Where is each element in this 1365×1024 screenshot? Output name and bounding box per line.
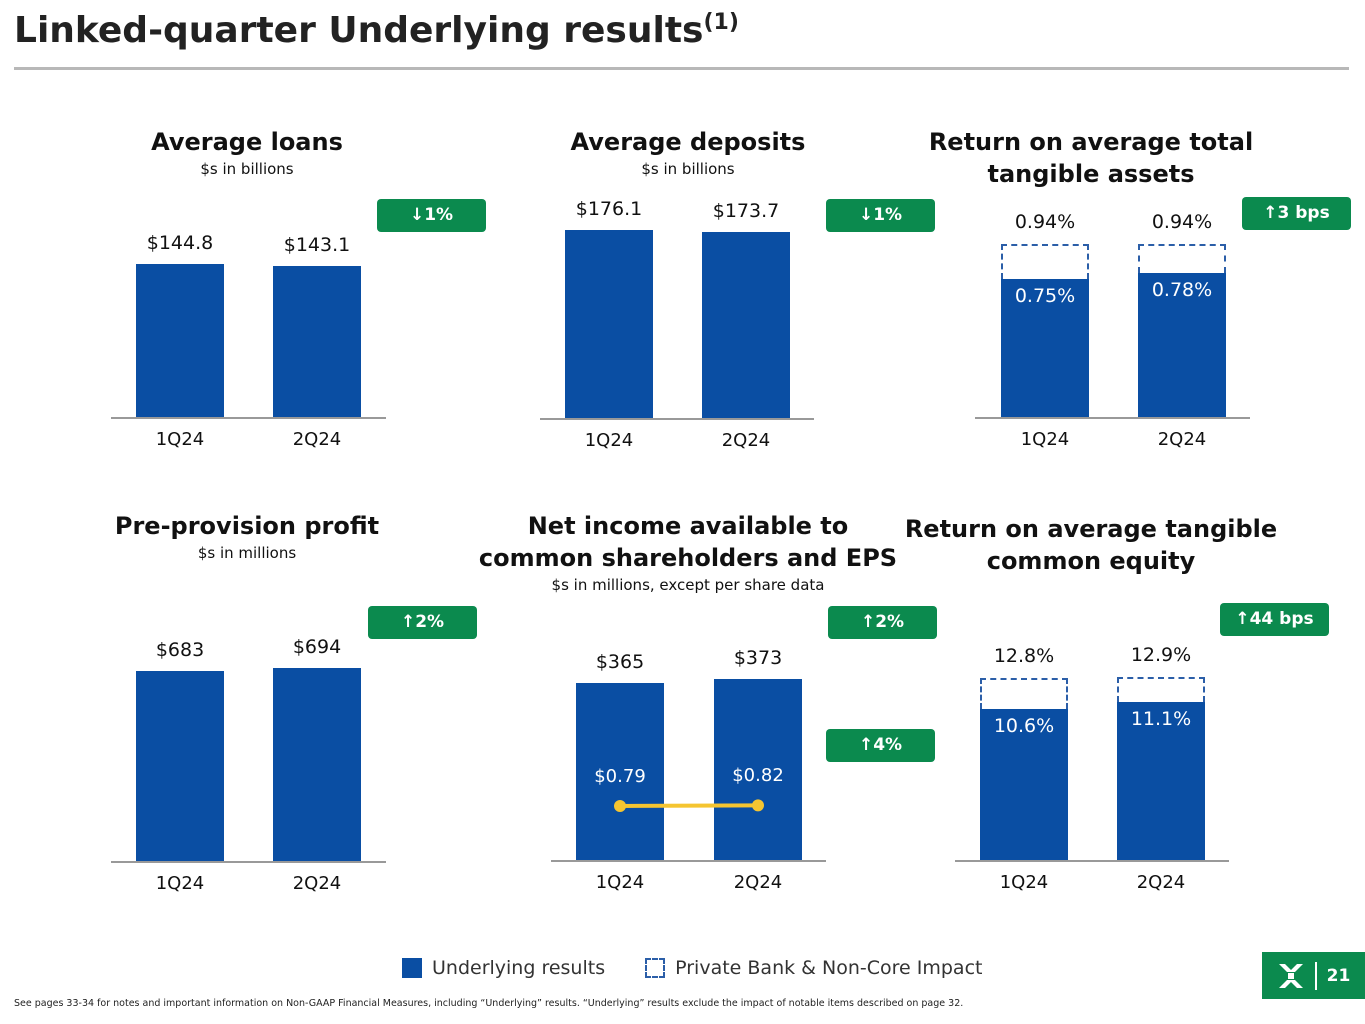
category-label: 1Q24 — [155, 429, 205, 450]
bar-underlying — [1001, 279, 1089, 417]
category-label: 1Q24 — [999, 872, 1049, 893]
badge-text: 1% — [424, 205, 454, 225]
bar-impact — [1117, 676, 1205, 703]
arrow-up-icon: ↑ — [1235, 609, 1250, 629]
total-label: 12.9% — [1130, 643, 1192, 666]
underlying-label: 0.78% — [1151, 279, 1213, 302]
change-badge: ↓1% — [377, 199, 486, 232]
page-title: Linked-quarter Underlying results(1) — [14, 10, 739, 51]
citizens-logo-icon — [1278, 963, 1303, 988]
value-label: $143.1 — [283, 233, 351, 256]
eps-point — [752, 799, 764, 812]
bar-underlying — [714, 679, 802, 860]
bar-underlying — [136, 671, 224, 861]
category-label: 1Q24 — [584, 430, 634, 451]
category-label: 2Q24 — [721, 430, 771, 451]
total-label: 0.94% — [1151, 211, 1213, 234]
page-number-box: 21 — [1262, 952, 1365, 999]
underlying-label: 11.1% — [1130, 708, 1192, 731]
chart-title: Average deposits $s in billions — [478, 126, 898, 180]
divider — [1314, 961, 1317, 990]
total-label: 12.8% — [993, 645, 1055, 668]
arrow-up-icon: ↑ — [1263, 203, 1278, 223]
category-label: 2Q24 — [1136, 872, 1186, 893]
chart-title: Return on average total tangible assets — [928, 128, 1254, 188]
bar-underlying — [702, 232, 790, 418]
title-divider — [14, 67, 1349, 70]
value-label: $144.8 — [146, 231, 214, 254]
bar-impact — [1001, 244, 1089, 279]
chart-subtitle: $s in millions, except per share data — [551, 576, 825, 594]
arrow-up-icon: ↑ — [858, 735, 874, 755]
eps-point — [614, 800, 626, 812]
arrow-up-icon: ↑ — [860, 612, 876, 632]
bar-underlying — [136, 263, 224, 417]
badge-text: 1% — [873, 205, 903, 225]
badge-text: 2% — [875, 612, 905, 632]
bar-underlying — [273, 668, 361, 861]
arrow-up-icon: ↑ — [400, 612, 416, 632]
category-label: 1Q24 — [155, 873, 205, 894]
eps-change-badge: ↑4% — [826, 729, 935, 762]
chart-title: Pre-provision profit $s in millions — [37, 510, 457, 564]
x-axis — [975, 417, 1250, 419]
category-label: 1Q24 — [1020, 429, 1070, 450]
underlying-label: 0.75% — [1014, 285, 1076, 307]
legend-label-underlying: Underlying results — [432, 957, 606, 979]
value-label: $373 — [733, 647, 783, 670]
category-label: 1Q24 — [595, 872, 645, 893]
category-label: 2Q24 — [292, 429, 342, 450]
chart-title: Net income available to common sharehold… — [478, 512, 898, 594]
legend: Underlying results Private Bank & Non-Co… — [402, 957, 982, 979]
chart-subtitle: $s in billions — [200, 160, 294, 178]
legend-swatch-impact — [645, 958, 666, 978]
bar-underlying — [576, 682, 664, 860]
change-badge: ↑3 bps — [1242, 197, 1351, 230]
value-label: $683 — [155, 639, 205, 662]
change-badge: ↑2% — [368, 606, 477, 639]
bar-underlying — [1117, 702, 1205, 860]
chart-title: Average loans $s in billions — [37, 126, 457, 180]
total-label: 0.94% — [1014, 211, 1076, 234]
bar-impact — [1138, 244, 1226, 274]
underlying-label: 10.6% — [993, 715, 1055, 738]
page-number: 21 — [1326, 965, 1351, 986]
change-badge: ↑44 bps — [1220, 603, 1329, 636]
x-axis — [540, 418, 814, 420]
category-label: 2Q24 — [1157, 429, 1207, 450]
arrow-down-icon: ↓ — [409, 205, 425, 225]
chart-subtitle: $s in billions — [641, 160, 735, 178]
legend-swatch-underlying — [402, 958, 422, 978]
arrow-down-icon: ↓ — [858, 205, 874, 225]
eps-line — [619, 803, 759, 808]
x-axis — [955, 860, 1229, 862]
badge-text: 3 bps — [1277, 203, 1330, 223]
x-axis — [111, 417, 386, 419]
bar-underlying — [273, 265, 361, 417]
footnote: See pages 33-34 for notes and important … — [14, 998, 964, 1009]
x-axis — [551, 860, 826, 862]
category-label: 2Q24 — [292, 873, 342, 894]
bar-underlying — [980, 709, 1068, 860]
eps-label: $0.79 — [594, 766, 646, 787]
value-label: $176.1 — [575, 197, 643, 220]
badge-text: 44 bps — [1249, 609, 1314, 629]
bar-underlying — [1138, 273, 1226, 417]
value-label: $694 — [292, 636, 342, 659]
chart-title: Return on average tangible common equity — [904, 515, 1278, 575]
change-badge: ↑2% — [828, 606, 937, 639]
bar-underlying — [565, 229, 653, 418]
bar-impact — [980, 678, 1068, 710]
badge-text: 2% — [415, 612, 445, 632]
value-label: $173.7 — [712, 200, 780, 223]
value-label: $365 — [595, 650, 645, 673]
category-label: 2Q24 — [733, 872, 783, 893]
badge-text: 4% — [873, 735, 903, 755]
eps-label: $0.82 — [732, 765, 784, 787]
change-badge: ↓1% — [826, 199, 935, 232]
legend-label-impact: Private Bank & Non-Core Impact — [675, 957, 983, 979]
chart-subtitle: $s in millions — [197, 544, 297, 562]
x-axis — [111, 861, 386, 863]
